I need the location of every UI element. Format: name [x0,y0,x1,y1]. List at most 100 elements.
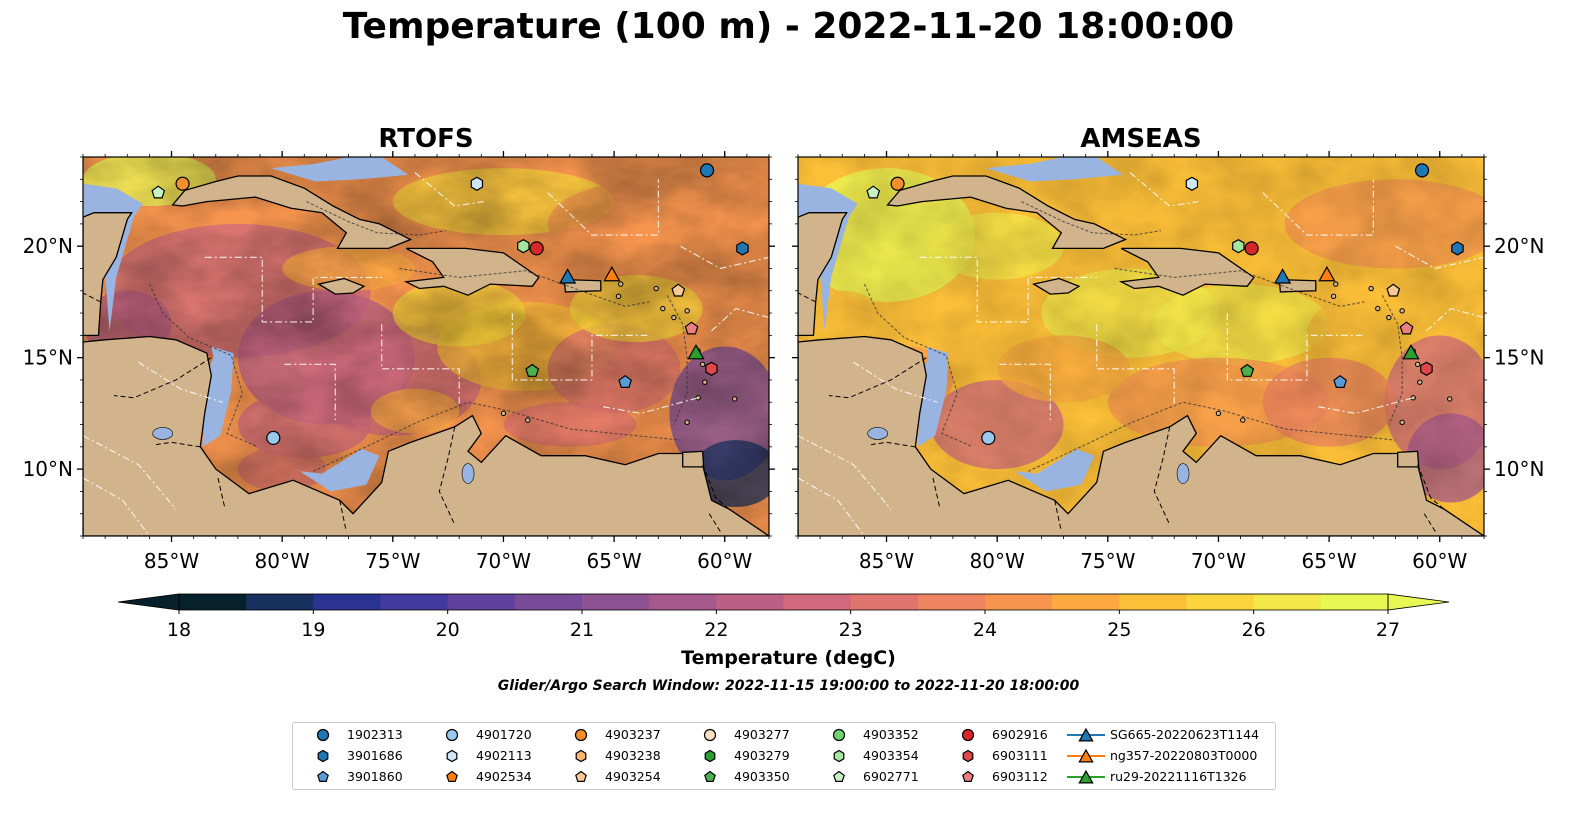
map-panel-amseas: AMSEAS 85°W 80°W 75°W 70°W 65°W 60°W 20°N 15°N 10… [792,124,1544,573]
colorbar-segment [985,594,1053,610]
hexagon-marker-icon [833,749,845,763]
lon-tick-label: 75°W [1080,549,1135,573]
circle-marker-icon [832,728,846,742]
colorbar-tick-label: 25 [1107,619,1131,641]
colorbar-segment [716,594,784,610]
search-window-note: Glider/Argo Search Window: 2022-11-15 19… [497,678,1080,694]
platform-legend: 1902313 3901686 3901860 4901720 4902113 49025… [292,722,1276,790]
triangle-marker-icon [1067,727,1105,742]
legend-label: 4903350 [734,769,790,784]
legend-label: 4903279 [734,748,790,763]
lat-tick-label: 10°N [1494,457,1544,481]
platform-marker-ru29-20221116T1326 [1402,343,1420,360]
lat-tick-label: 20°N [23,234,73,258]
lon-tick-label: 65°W [586,549,641,573]
platform-marker-4901720 [981,430,996,446]
platform-marker-4903254 [1386,283,1401,297]
hexagon-marker-icon [575,749,587,763]
lat-tick-label: 20°N [1494,234,1544,258]
platform-marker-6902916 [529,241,544,256]
platform-marker-ru29-20221116T1326 [687,343,705,360]
colorbar-tick-label: 20 [436,619,460,641]
legend-label: ng357-20220803T0000 [1110,748,1258,763]
lon-tick-label: 70°W [1191,549,1246,573]
colorbar-segment [783,594,852,610]
legend-label: 6903112 [992,769,1048,784]
platform-marker-3901860 [1333,374,1348,388]
platform-marker-4903354 [1232,239,1245,254]
platform-marker-1902313 [1414,163,1430,178]
colorbar-segment [447,594,516,610]
legend-label: 4903352 [863,727,919,742]
platform-marker-4903354 [517,239,530,254]
platform-marker-ng357-20220803T0000 [1318,265,1336,282]
legend-label: 6903111 [992,748,1048,763]
colorbar-segment [1119,594,1187,610]
lon-tick-label: 75°W [365,549,420,573]
colorbar-tick-label: 27 [1376,619,1400,641]
platform-marker-6902771 [151,185,166,199]
platform-marker-6903112 [1399,321,1414,335]
legend-label: 4901720 [476,727,532,742]
colorbar-extend-max [1387,593,1450,611]
hexagon-marker-icon [704,749,716,763]
platform-marker-4902113 [470,176,484,191]
colorbar-tick-label: 23 [839,619,863,641]
lat-tick-label: 15°N [23,346,73,370]
hexagon-marker-icon [962,749,974,763]
lat-tick-label: 15°N [1494,346,1544,370]
colorbar-segment [1186,594,1255,610]
pentagon-marker-icon [962,770,974,782]
pentagon-marker-icon [575,770,587,782]
colorbar-segment [246,594,314,610]
colorbar-tick-label: 18 [167,619,191,641]
lon-tick-label: 60°W [697,549,752,573]
platform-marker-4903350 [1240,363,1255,377]
colorbar-tick-label: 22 [704,619,728,641]
colorbar-segment [380,594,449,610]
legend-label: 1902313 [347,727,403,742]
legend-label: 4903238 [605,748,661,763]
platform-marker-3901686 [1451,241,1464,256]
legend-label: 4903237 [605,727,661,742]
platform-marker-6902916 [1244,241,1259,256]
colorbar-label: Temperature (degC) [681,647,896,669]
colorbar-segment [1253,594,1322,610]
platform-marker-4903237 [890,176,905,191]
figure-title: Temperature (100 m) - 2022-11-20 18:00:0… [342,6,1235,47]
colorbar-segment [649,594,717,610]
colorbar-segment [917,594,986,610]
platform-marker-1902313 [699,163,715,178]
platform-marker-4901720 [266,430,281,446]
circle-marker-icon [574,728,588,742]
legend-label: 3901686 [347,748,403,763]
colorbar-segment [850,594,919,610]
circle-marker-icon [703,728,717,742]
platform-marker-4903254 [671,283,686,297]
legend-label: SG665-20220623T1144 [1110,727,1260,742]
platform-marker-4903237 [175,176,190,191]
legend-label: 6902771 [863,769,919,784]
colorbar-segment [1320,594,1389,610]
circle-marker-icon [316,728,330,742]
colorbar-segment [179,594,247,610]
panel-title-amseas: AMSEAS [1080,124,1201,154]
lon-tick-label: 80°W [255,549,310,573]
legend-label: 6902916 [992,727,1048,742]
colorbar-segment [514,594,583,610]
lon-tick-label: 65°W [1301,549,1356,573]
platform-marker-3901686 [736,241,749,256]
triangle-marker-icon [1067,769,1105,784]
colorbar-segment [582,594,650,610]
colorbar: 18 19 20 21 22 23 24 25 26 27 [117,593,1450,641]
hexagon-marker-icon [446,749,458,763]
platform-marker-SG665-20220623T1144 [1274,268,1292,284]
legend-label: 4902534 [476,769,532,784]
legend-label: ru29-20221116T1326 [1110,769,1247,784]
hexagon-marker-icon [317,749,329,763]
platform-marker-6903111 [705,361,718,376]
platform-marker-4903350 [525,363,540,377]
platform-marker-6903111 [1420,361,1433,376]
colorbar-tick-label: 19 [301,619,325,641]
